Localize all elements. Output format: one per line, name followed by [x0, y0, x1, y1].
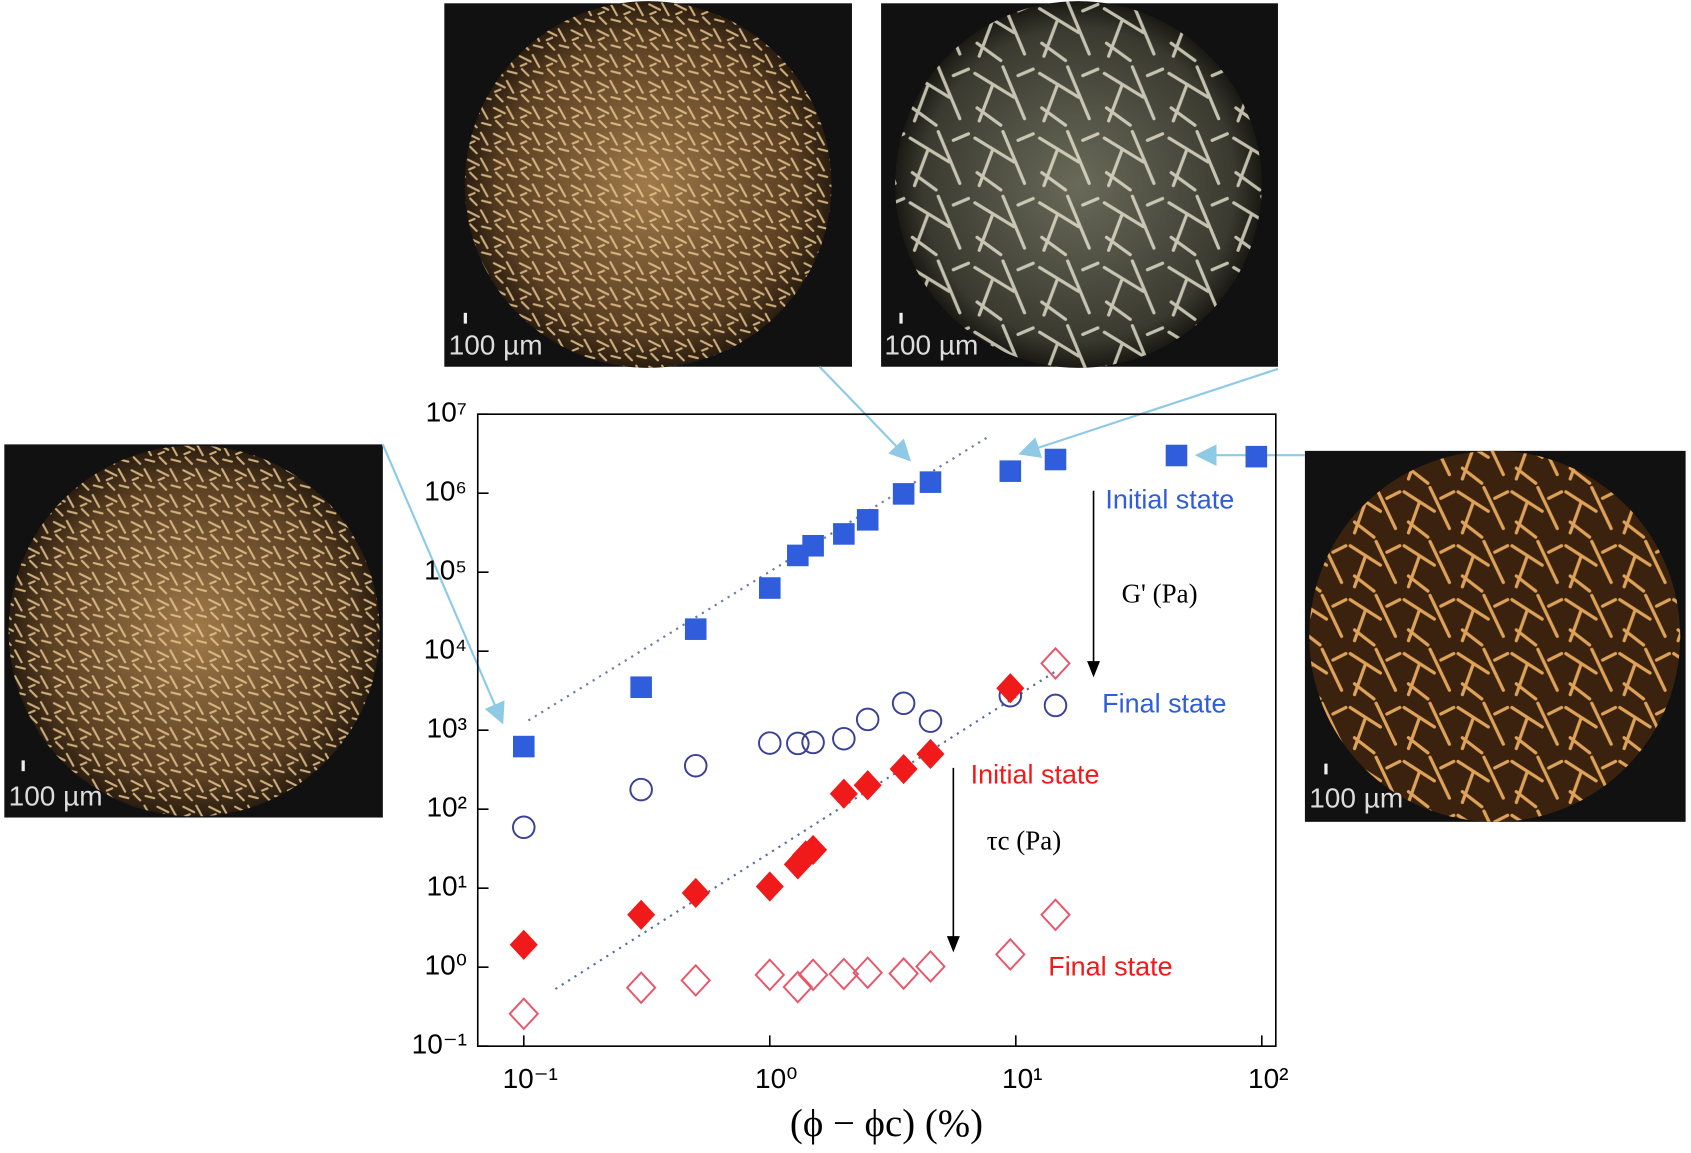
x-tick-label: 10⁻¹ [503, 1063, 558, 1094]
inset-photo: 100 µm [4, 444, 383, 818]
marker [683, 753, 708, 778]
scale-label: 100 µm [1309, 783, 1403, 814]
annotation: τc (Pa) [987, 826, 1061, 856]
marker [888, 957, 919, 991]
marker [832, 726, 856, 751]
marker [994, 937, 1026, 971]
marker [512, 815, 536, 840]
marker [1040, 898, 1071, 932]
annotation: Initial state [1105, 485, 1234, 515]
y-tick-label: 10² [426, 792, 467, 823]
marker [918, 709, 943, 733]
scale-label: 100 µm [9, 781, 103, 812]
inset-photo: 100 µm [881, 1, 1278, 368]
marker [629, 777, 653, 802]
marker [680, 963, 712, 997]
annotation: G' (Pa) [1122, 579, 1198, 609]
y-tick-label: 10⁶ [424, 476, 467, 507]
scale-label: 100 µm [884, 330, 978, 361]
marker [889, 753, 918, 785]
marker [855, 707, 880, 732]
marker [1043, 693, 1068, 718]
marker [512, 735, 535, 758]
marker [1044, 448, 1067, 471]
marker [829, 778, 858, 809]
marker [999, 460, 1022, 482]
marker [508, 997, 540, 1031]
marker [509, 929, 538, 960]
marker [833, 523, 855, 545]
x-tick-label: 10¹ [1002, 1063, 1043, 1094]
y-tick-label: 10⁴ [424, 634, 467, 665]
inset-photo: 100 µm [1304, 450, 1686, 822]
fit-line [554, 671, 1056, 990]
marker [828, 957, 860, 991]
scale-label: 100 µm [449, 330, 543, 361]
marker [802, 534, 824, 557]
marker [853, 770, 882, 801]
marker [852, 956, 884, 990]
marker [797, 958, 829, 992]
marker [916, 738, 945, 770]
marker [782, 970, 814, 1004]
marker [630, 676, 652, 698]
x-tick-label: 10⁰ [755, 1063, 797, 1094]
marker [799, 834, 828, 866]
marker [996, 673, 1025, 704]
marker [915, 949, 946, 984]
marker [758, 731, 782, 755]
y-tick-label: 10⁻¹ [412, 1029, 467, 1060]
y-tick-label: 10⁰ [425, 950, 467, 981]
marker [892, 483, 915, 505]
annotation: Final state [1102, 688, 1226, 718]
marker [1165, 444, 1188, 467]
y-tick-label: 10¹ [426, 871, 467, 902]
marker [786, 731, 810, 756]
marker [856, 509, 879, 531]
marker [1040, 646, 1071, 680]
marker [684, 618, 707, 640]
marker [625, 971, 657, 1005]
x-tick-label: 10² [1248, 1063, 1289, 1094]
y-tick-label: 10⁵ [424, 555, 467, 586]
marker [754, 958, 786, 992]
annotation: Final state [1048, 952, 1172, 982]
connector [381, 365, 1305, 725]
annotation: Initial state [971, 760, 1100, 790]
marker [919, 471, 942, 493]
marker [755, 871, 784, 902]
marker [758, 577, 781, 599]
marker [891, 691, 916, 716]
x-axis-label: (ϕ − ϕc) (%) [790, 1102, 983, 1145]
marker [627, 899, 656, 930]
y-tick-label: 10⁷ [426, 397, 467, 428]
marker [801, 730, 825, 755]
marker [681, 877, 710, 909]
inset-photo: 100 µm [444, 1, 852, 368]
y-tick-label: 10³ [426, 713, 467, 744]
marker [1245, 445, 1268, 468]
